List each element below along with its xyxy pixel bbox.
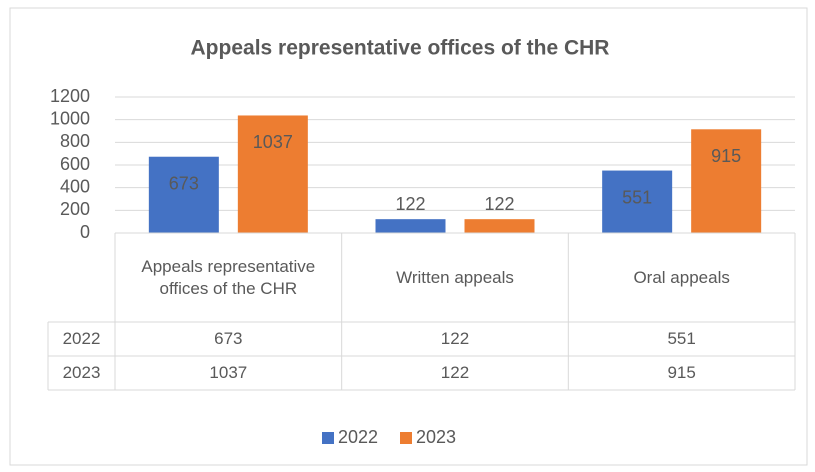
legend-swatch [400, 432, 412, 444]
table-row-header: 2023 [62, 363, 101, 382]
data-label: 915 [711, 146, 741, 166]
category-label: Oral appeals [633, 267, 730, 287]
table-cell: 915 [667, 363, 696, 382]
table-cell: 673 [214, 329, 243, 348]
table-cell: 1037 [209, 363, 248, 382]
y-tick-label: 0 [80, 222, 90, 242]
data-label: 551 [622, 187, 652, 207]
y-tick-label: 1200 [50, 86, 90, 106]
chart-border [9, 7, 808, 466]
bar [148, 156, 219, 233]
bar [375, 219, 446, 233]
category-label: Written appeals [396, 267, 514, 287]
data-label: 122 [395, 194, 425, 214]
bar [602, 170, 673, 233]
y-tick-label: 200 [60, 199, 90, 219]
table-row-header: 2022 [62, 329, 101, 348]
legend-label: 2022 [338, 427, 378, 447]
category-label: Appeals representative offices of the CH… [141, 256, 316, 298]
bar [691, 129, 762, 233]
y-tick-label: 1000 [50, 108, 90, 128]
table-cell: 122 [440, 363, 470, 382]
y-tick-label: 600 [60, 154, 90, 174]
bar [237, 115, 308, 233]
data-label: 673 [169, 173, 199, 193]
legend-swatch [322, 432, 334, 444]
legend-label: 2023 [416, 427, 456, 447]
data-label: 1037 [253, 132, 293, 152]
data-label: 122 [484, 194, 514, 214]
chart-title: Appeals representative offices of the CH… [191, 37, 610, 60]
y-tick-label: 400 [60, 176, 90, 196]
table-cell: 122 [440, 329, 470, 348]
bar [464, 219, 535, 233]
table-cell: 551 [667, 329, 696, 348]
y-tick-label: 800 [60, 131, 90, 151]
